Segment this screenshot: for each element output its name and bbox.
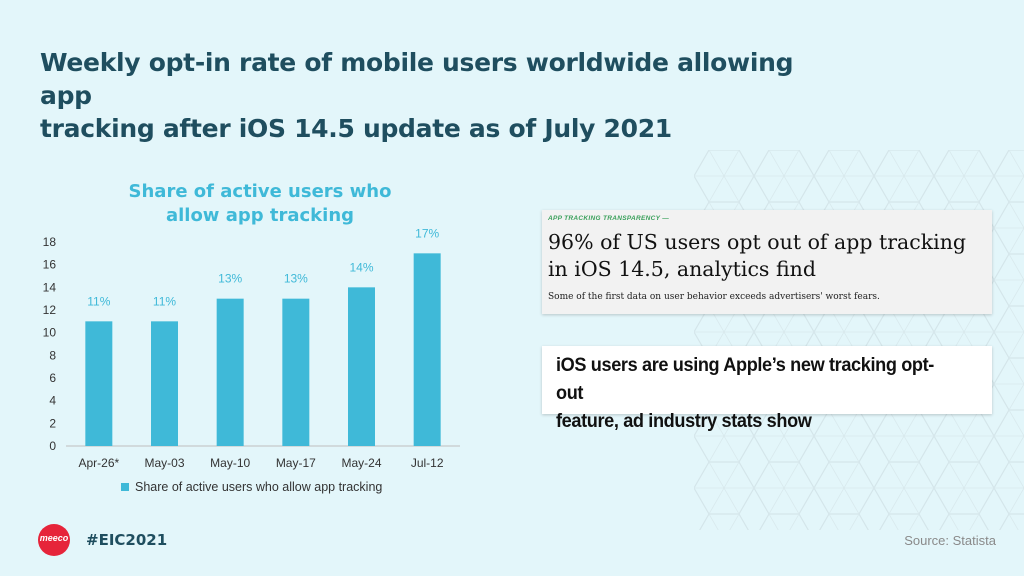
x-tick-label: Apr-26* [78, 456, 119, 470]
y-tick-label: 18 [43, 235, 57, 249]
chart-title-line2: allow app tracking [165, 205, 355, 226]
chart-title: Share of active users who allow app trac… [110, 180, 410, 228]
x-tick-label: May-03 [144, 456, 184, 470]
bar [85, 321, 113, 446]
y-tick-label: 16 [43, 258, 57, 272]
bar [348, 287, 375, 446]
article-subhead: Some of the first data on user behavior … [548, 292, 880, 302]
x-tick-label: May-24 [341, 456, 381, 470]
bar [282, 298, 310, 446]
data-label: 11% [153, 294, 176, 308]
article-headline: iOS users are using Apple’s new tracking… [556, 351, 956, 435]
x-tick-label: May-10 [210, 456, 250, 470]
article-card-verge[interactable]: iOS users are using Apple’s new tracking… [542, 346, 992, 432]
slide-title-line2: tracking after iOS 14.5 update as of Jul… [40, 114, 672, 143]
logo-text: meeco [39, 533, 69, 543]
y-tick-label: 0 [49, 439, 56, 453]
y-tick-label: 14 [43, 280, 57, 294]
chart-legend: Share of active users who allow app trac… [121, 480, 382, 494]
article-headline-line2: feature, ad industry stats show [556, 410, 812, 432]
legend-swatch [121, 483, 129, 491]
data-label: 13% [218, 272, 242, 286]
y-tick-label: 10 [43, 326, 57, 340]
y-tick-label: 2 [49, 416, 56, 430]
article-headline-line1: 96% of US users opt out of app tracking [548, 230, 967, 254]
slide-title-line1: Weekly opt-in rate of mobile users world… [40, 48, 794, 110]
article-headline-line2: in iOS 14.5, analytics find [548, 257, 816, 281]
y-tick-label: 8 [49, 348, 56, 362]
article-card-ars[interactable]: APP TRACKING TRANSPARENCY — 96% of US us… [542, 210, 992, 314]
meeco-logo: meeco [38, 524, 70, 556]
slide-title: Weekly opt-in rate of mobile users world… [40, 46, 820, 145]
x-tick-label: Jul-12 [411, 456, 444, 470]
y-tick-label: 6 [49, 371, 56, 385]
article-kicker: APP TRACKING TRANSPARENCY — [548, 215, 670, 222]
bar [151, 321, 178, 446]
hashtag: #EIC2021 [86, 531, 168, 549]
data-label: 13% [284, 272, 308, 286]
legend-label: Share of active users who allow app trac… [135, 480, 383, 494]
bar [216, 298, 244, 446]
y-tick-label: 12 [43, 303, 57, 317]
y-tick-label: 4 [49, 394, 56, 408]
source-credit: Source: Statista [904, 533, 996, 548]
article-headline-line1: iOS users are using Apple’s new tracking… [556, 354, 934, 404]
data-label: 14% [349, 260, 373, 274]
data-label: 11% [87, 294, 110, 308]
data-label: 17% [415, 226, 439, 240]
article-headline: 96% of US users opt out of app tracking … [548, 229, 988, 283]
bar [413, 253, 441, 446]
x-tick-label: May-17 [276, 456, 316, 470]
chart-title-line1: Share of active users who [128, 181, 392, 202]
